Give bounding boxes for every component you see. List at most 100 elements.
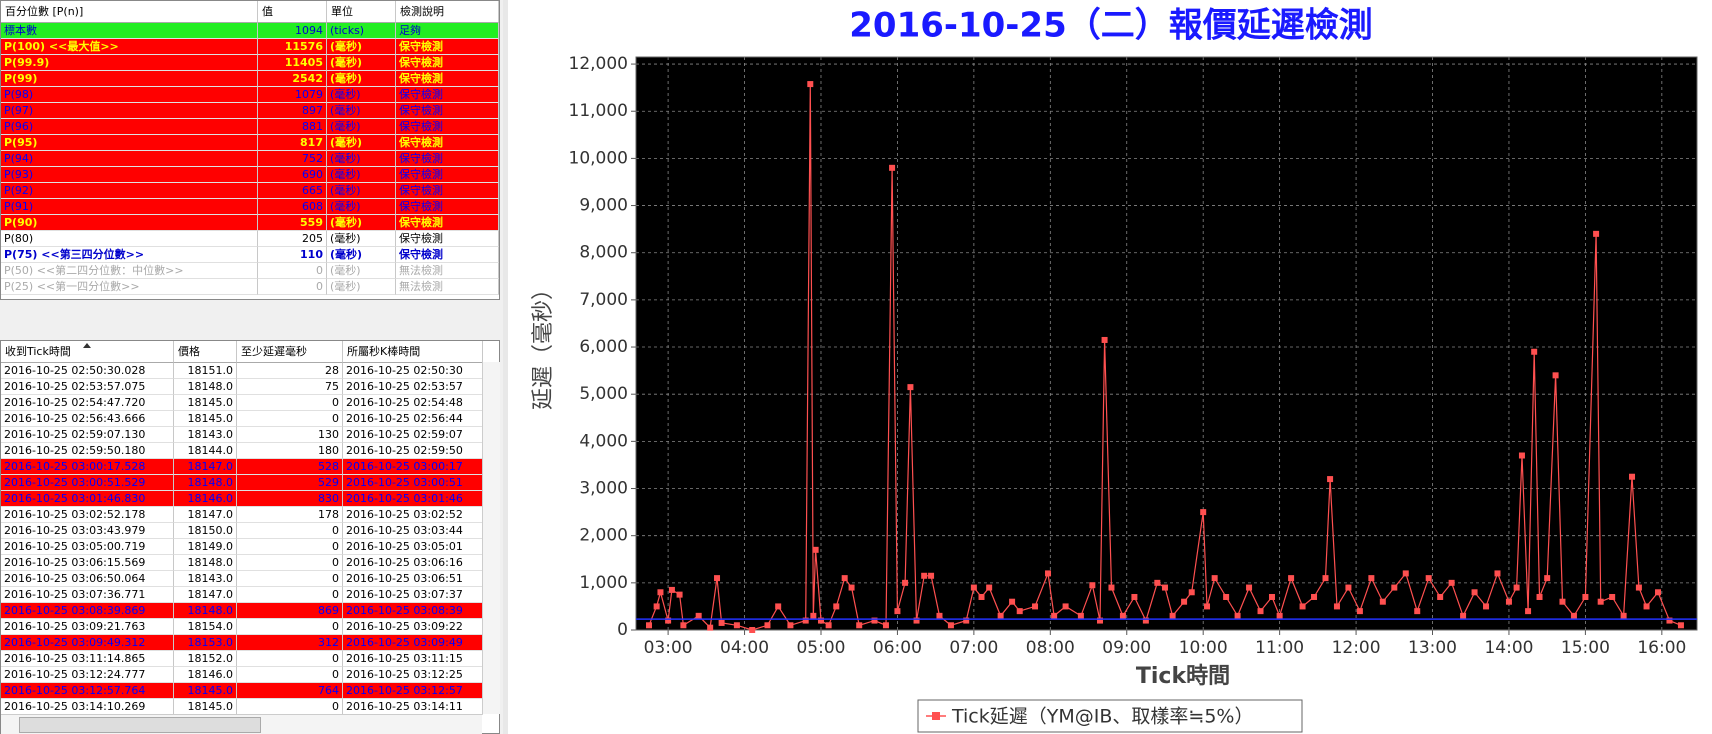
table-cell: P(25) <<第一四分位數>> [1,279,258,295]
table-cell: 665 [258,183,327,199]
table-cell: 足夠 [396,23,499,39]
point-marker [807,81,814,88]
point-marker [928,572,935,579]
point-marker [1119,612,1126,619]
table-cell: 18151.0 [174,363,237,379]
point-marker [714,575,721,582]
table-cell: 2016-10-25 03:11:15 [343,651,483,667]
table-cell: (毫秒) [327,215,396,231]
legend-label: Tick延遲（YM@IB、取樣率≒5%） [951,706,1253,728]
table-cell: 2016-10-25 03:01:46.830 [1,491,174,507]
table-cell: 18152.0 [174,651,237,667]
point-marker [947,622,954,629]
point-marker [986,584,993,591]
table-cell: 2016-10-25 03:06:51 [343,571,483,587]
point-marker [653,603,660,610]
point-marker [1268,593,1275,600]
y-tick-label: 8,000 [579,243,628,263]
table-cell: 0 [237,651,343,667]
table-cell: 2016-10-25 03:08:39.869 [1,603,174,619]
x-tick-label: 06:00 [873,638,922,658]
point-marker [645,622,652,629]
x-tick-label: 07:00 [949,638,998,658]
plot-border [635,56,1698,631]
table-cell: (毫秒) [327,183,396,199]
point-marker [1570,612,1577,619]
point-marker [1471,589,1478,596]
tick-table: 收到Tick時間 價格 至少延遲毫秒 所屬秒K棒時間 2016-10-25 02:50:… [0,340,500,734]
table-cell: 608 [258,199,327,215]
table-cell: 0 [237,667,343,683]
column-header: 至少延遲毫秒 [237,341,343,363]
table-cell: 18145.0 [174,411,237,427]
table-cell: 2016-10-25 03:11:14.865 [1,651,174,667]
point-marker [1327,476,1334,483]
point-marker [764,622,771,629]
point-marker [680,622,687,629]
vertical-scrollbar[interactable] [482,362,500,714]
point-marker [1333,603,1340,610]
point-marker [1322,575,1329,582]
scroll-thumb[interactable] [19,717,261,733]
table-cell: P(75) <<第三四分位數>> [1,247,258,263]
point-marker [1200,509,1207,516]
table-cell: 2016-10-25 02:54:48 [343,395,483,411]
table-cell: P(80) [1,231,258,247]
table-cell: 2016-10-25 03:01:46 [343,491,483,507]
table-cell: 18144.0 [174,443,237,459]
column-header: 所屬秒K棒時間 [343,341,483,363]
point-marker [1051,612,1058,619]
table-cell: (毫秒) [327,103,396,119]
point-marker [833,603,840,610]
table-cell: 529 [237,475,343,491]
table-cell: P(91) [1,199,258,215]
point-marker [1677,622,1684,629]
table-cell: P(97) [1,103,258,119]
table-cell: 2016-10-25 03:12:57.764 [1,683,174,699]
table-cell: P(94) [1,151,258,167]
x-tick-label: 04:00 [720,638,769,658]
legend: Tick延遲（YM@IB、取樣率≒5%） [917,699,1303,733]
table-cell: P(95) [1,135,258,151]
point-marker [1593,230,1600,237]
point-marker [1016,608,1023,615]
table-cell: 保守檢測 [396,183,499,199]
point-marker [1531,348,1538,355]
table-cell: 0 [237,571,343,587]
y-tick-label: 10,000 [569,148,628,168]
point-marker [1513,584,1520,591]
table-cell: 保守檢測 [396,71,499,87]
table-cell: (毫秒) [327,279,396,295]
point-marker [1062,603,1069,610]
table-cell: 752 [258,151,327,167]
column-header: 收到Tick時間 [1,341,174,363]
table-cell: 0 [237,587,343,603]
table-cell: 18145.0 [174,395,237,411]
table-cell: 2016-10-25 03:12:25 [343,667,483,683]
table-cell: 保守檢測 [396,55,499,71]
point-marker [1368,575,1375,582]
point-marker [733,622,740,629]
point-marker [1536,593,1543,600]
splitter[interactable] [503,0,508,734]
table-cell: 18143.0 [174,427,237,443]
point-marker [1223,593,1230,600]
horizontal-scrollbar[interactable] [1,714,482,734]
point-marker [970,584,977,591]
table-cell: 0 [258,263,327,279]
point-marker [1437,593,1444,600]
x-tick-label: 14:00 [1484,638,1533,658]
column-header: 單位 [327,1,396,23]
table-cell: 2016-10-25 02:59:07 [343,427,483,443]
point-marker [1246,584,1253,591]
point-marker [1089,582,1096,589]
table-cell: 18148.0 [174,603,237,619]
table-cell: 11576 [258,39,327,55]
point-marker [894,608,901,615]
point-marker [1188,589,1195,596]
point-marker [1505,598,1512,605]
point-marker [1101,336,1108,343]
point-marker [1009,598,1016,605]
point-marker [1345,584,1352,591]
table-cell: 保守檢測 [396,215,499,231]
